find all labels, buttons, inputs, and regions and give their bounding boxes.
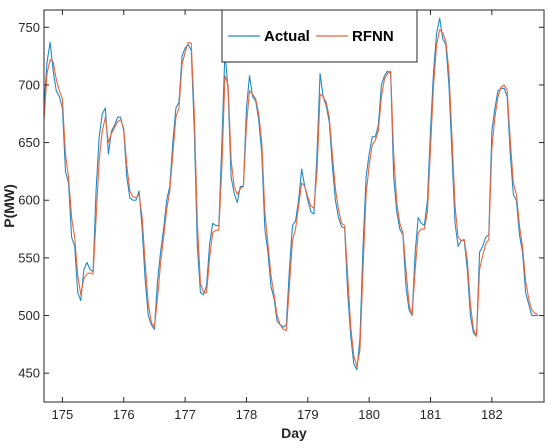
x-tick-label: 178 [236,407,258,422]
y-tick-label: 600 [18,193,40,208]
x-tick-label: 177 [174,407,196,422]
y-tick-label: 700 [18,77,40,92]
y-axis: 450 500 550 600 650 700 750 [18,20,544,381]
x-tick-label: 176 [113,407,135,422]
legend-label-actual: Actual [264,28,310,45]
x-tick-label: 182 [481,407,503,422]
y-axis-label: P(MW) [1,184,17,228]
y-tick-label: 450 [18,366,40,381]
x-tick-label: 180 [358,407,380,422]
legend-label-rfnn: RFNN [352,28,394,45]
legend: Actual RFNN [221,9,418,63]
series-layer [44,17,539,371]
x-tick-label: 175 [52,407,74,422]
y-tick-label: 750 [18,20,40,35]
series-line-actual [44,17,538,371]
series-line-rfnn [44,29,539,367]
y-tick-label: 500 [18,308,40,323]
x-axis-label: Day [281,425,307,441]
x-tick-label: 179 [297,407,319,422]
y-tick-label: 650 [18,135,40,150]
y-tick-label: 550 [18,250,40,265]
x-tick-label: 181 [420,407,442,422]
